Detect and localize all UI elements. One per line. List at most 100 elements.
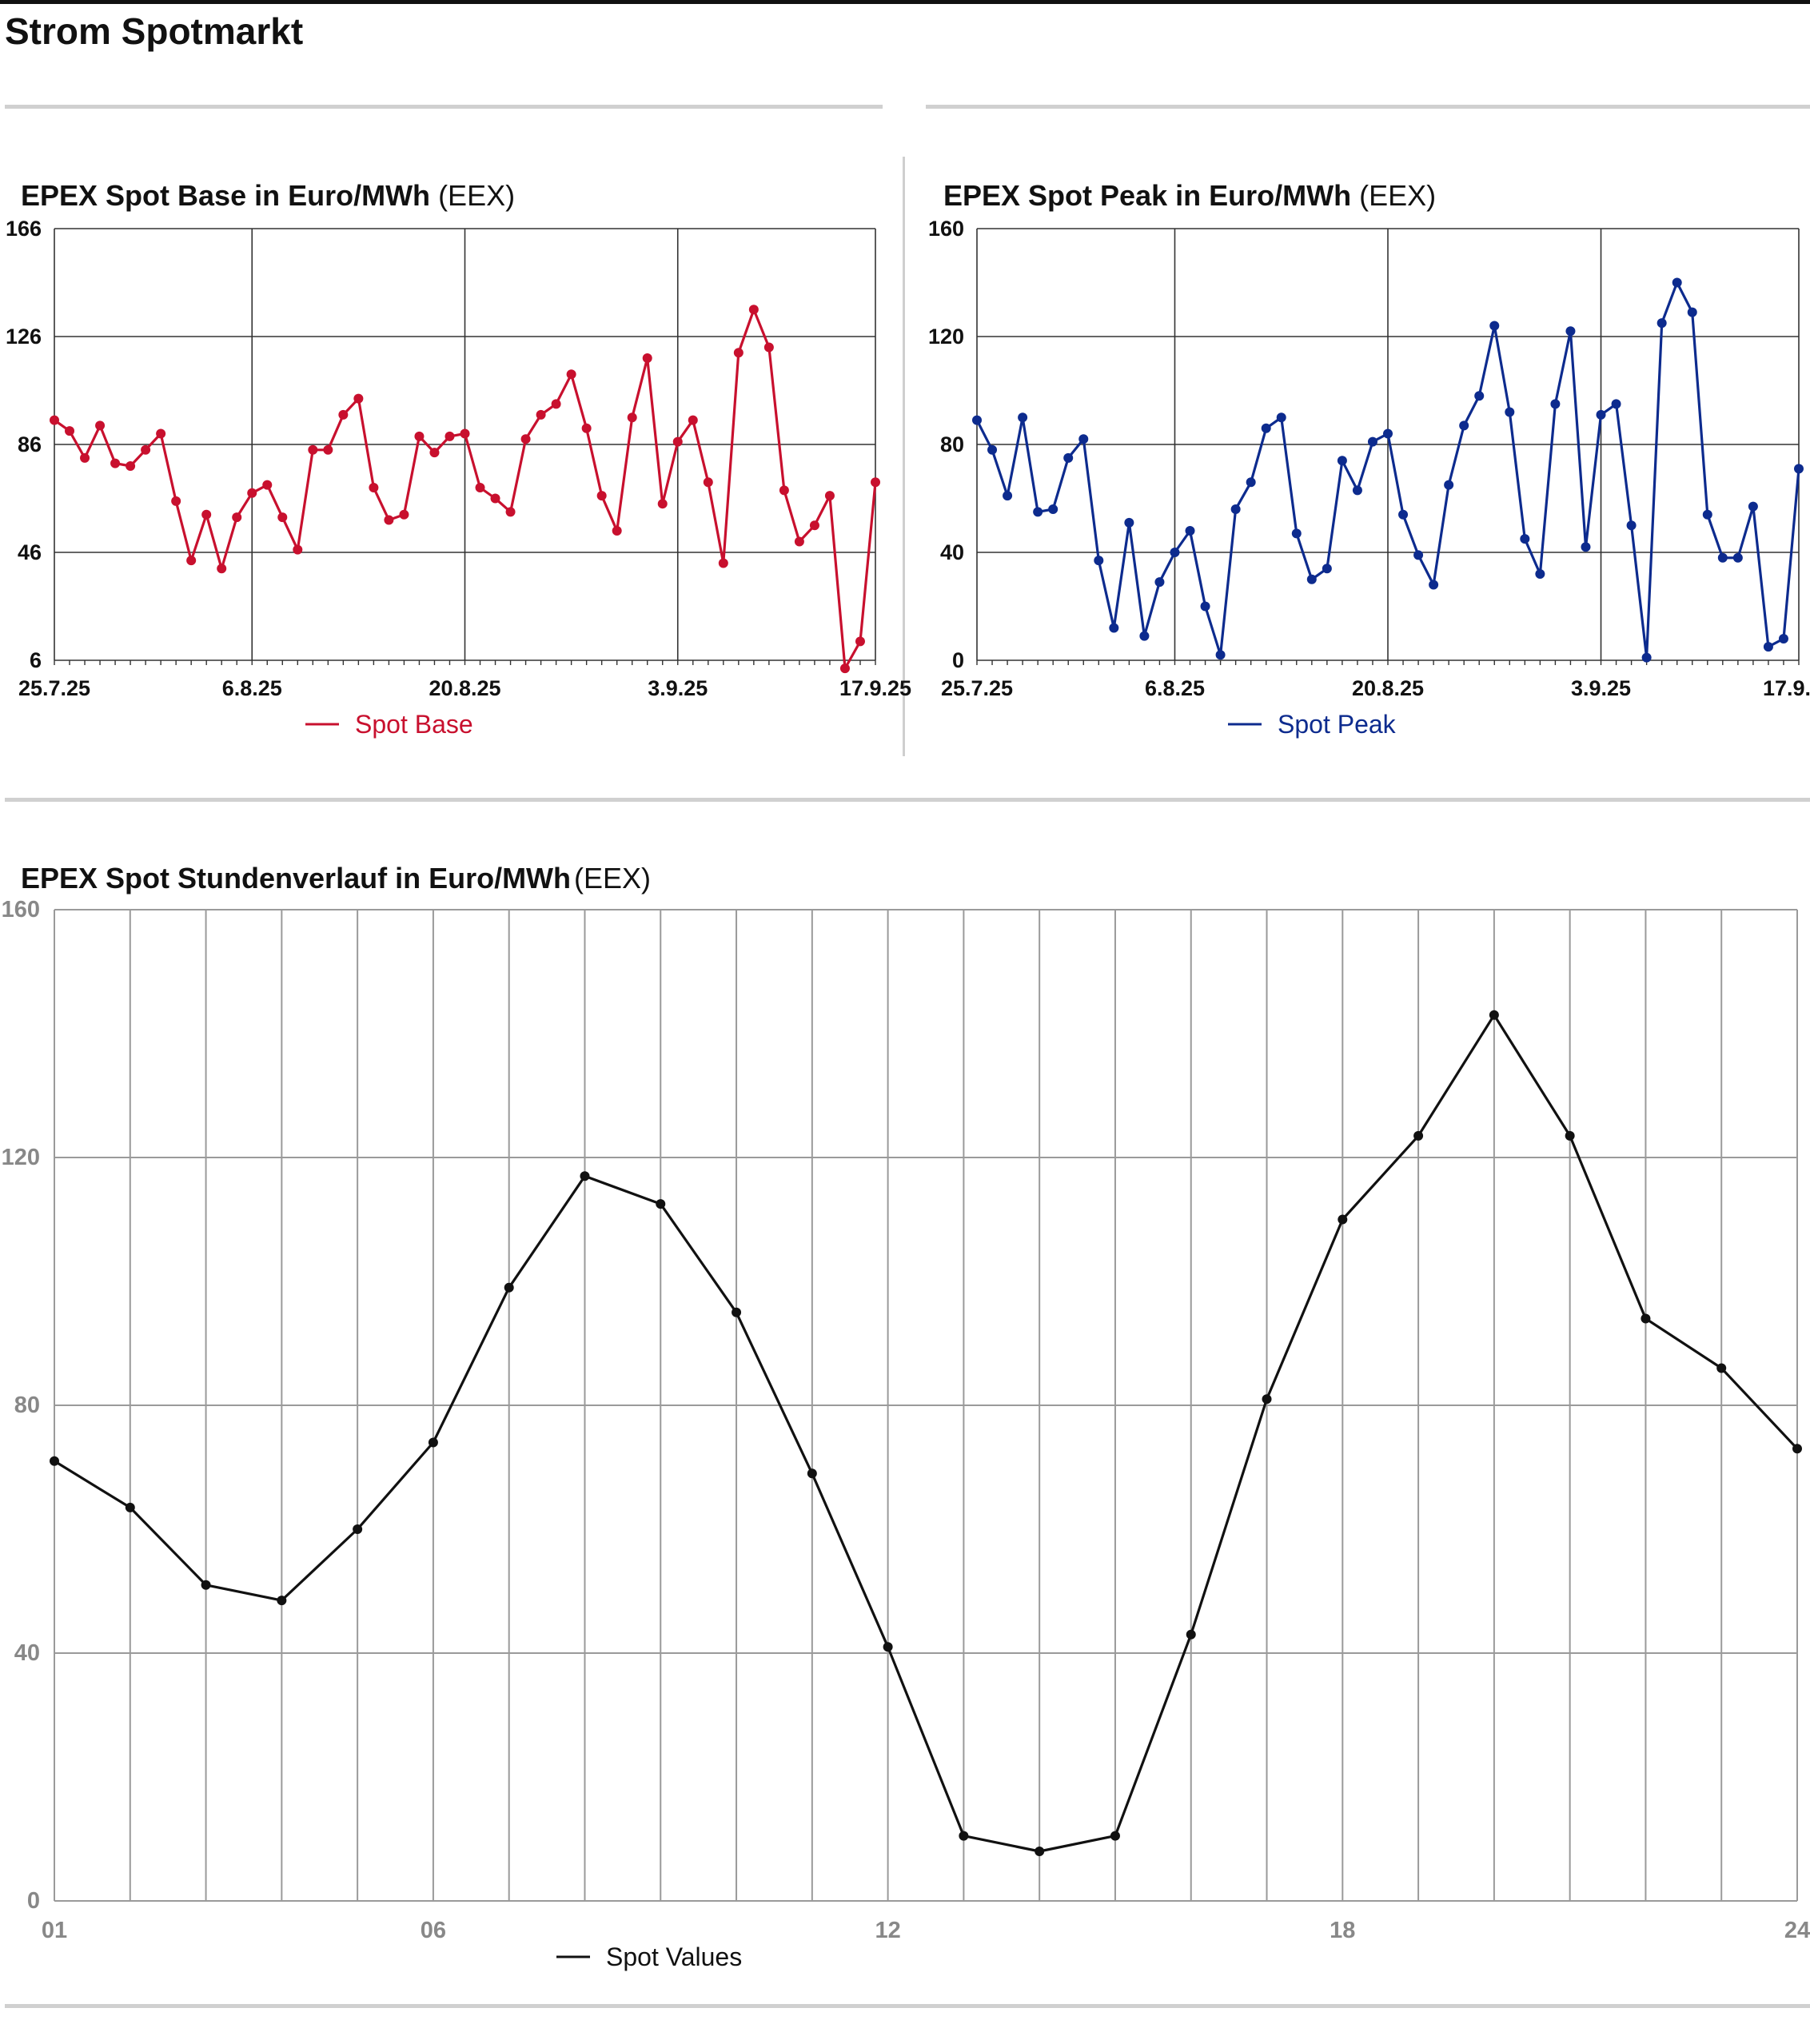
- data-point-peak: [1459, 420, 1469, 431]
- data-point-peak: [1383, 428, 1393, 439]
- data-point-base: [688, 415, 698, 425]
- y-tick-label: 40: [14, 1640, 40, 1666]
- data-point-base: [186, 556, 197, 566]
- y-tick-label: 166: [6, 217, 42, 241]
- x-tick-label: 17.9.25: [839, 676, 911, 700]
- data-point-peak: [1413, 550, 1424, 560]
- data-point-peak: [1565, 326, 1576, 337]
- data-point-base: [217, 564, 227, 574]
- data-point-peak: [1276, 412, 1286, 423]
- data-point-peak: [1230, 504, 1241, 514]
- y-tick-label: 160: [928, 217, 964, 241]
- x-tick-label: 06: [421, 1918, 446, 1943]
- data-point-base: [338, 409, 349, 420]
- data-point-base: [201, 509, 212, 520]
- chart-separator: [903, 157, 905, 756]
- data-point-peak: [1596, 409, 1606, 420]
- data-point-base: [50, 415, 59, 425]
- data-point-base: [95, 420, 106, 431]
- data-point-peak: [1246, 477, 1256, 488]
- data-point-base: [520, 434, 531, 444]
- y-tick-label: 6: [30, 648, 42, 672]
- x-tick-label: 24: [1784, 1918, 1810, 1943]
- data-point-base: [566, 369, 576, 380]
- data-point-peak: [1322, 564, 1332, 574]
- data-point-hourly: [1186, 1629, 1196, 1640]
- data-point-hourly: [1110, 1831, 1120, 1841]
- x-tick-label: 18: [1330, 1918, 1355, 1943]
- x-tick-label: 25.7.25: [18, 676, 90, 700]
- data-point-base: [323, 444, 333, 455]
- x-tick-label: 17.9.25: [1763, 676, 1810, 700]
- data-point-base: [65, 426, 75, 436]
- data-point-hourly: [1489, 1010, 1499, 1020]
- data-point-base: [80, 452, 90, 463]
- data-point-peak: [1672, 277, 1682, 288]
- data-point-peak: [1611, 399, 1621, 409]
- data-point-base: [871, 477, 880, 488]
- series-line-hourly: [54, 1014, 1799, 1853]
- data-point-base: [308, 444, 318, 455]
- data-point-hourly: [1792, 1444, 1802, 1454]
- y-tick-label: 86: [18, 432, 42, 456]
- data-point-base: [703, 477, 713, 488]
- y-tick-label: 0: [952, 648, 964, 672]
- data-point-peak: [1535, 569, 1545, 579]
- data-point-peak: [1429, 580, 1439, 590]
- data-point-peak: [1306, 574, 1317, 584]
- data-point-peak: [1261, 423, 1271, 433]
- data-point-peak: [1794, 464, 1804, 474]
- data-point-base: [718, 558, 728, 568]
- data-point-peak: [1124, 517, 1134, 528]
- data-point-base: [779, 485, 789, 496]
- data-point-hourly: [1565, 1130, 1575, 1141]
- y-tick-label: 120: [2, 1145, 40, 1170]
- data-point-peak: [1139, 631, 1150, 641]
- data-point-peak: [1778, 634, 1788, 643]
- y-tick-label: 0: [27, 1888, 40, 1914]
- chart-title-base: EPEX Spot Base in Euro/MWh (EEX): [21, 179, 516, 212]
- data-point-base: [763, 342, 774, 353]
- data-point-peak: [1550, 399, 1561, 409]
- data-point-peak: [1048, 504, 1058, 514]
- data-point-base: [733, 348, 744, 358]
- data-point-peak: [972, 415, 982, 425]
- legend-label-peak: Spot Peak: [1278, 710, 1397, 739]
- data-point-hourly: [1716, 1363, 1727, 1373]
- x-tick-label: 20.8.25: [429, 676, 500, 700]
- data-point-base: [232, 512, 242, 523]
- data-point-hourly: [807, 1468, 817, 1479]
- data-point-base: [748, 305, 759, 315]
- data-point-base: [156, 428, 166, 439]
- data-point-peak: [1489, 321, 1500, 331]
- data-point-peak: [1215, 650, 1226, 660]
- data-point-hourly: [1641, 1313, 1651, 1324]
- data-point-peak: [1185, 526, 1195, 536]
- legend-label-base: Spot Base: [355, 710, 473, 739]
- data-point-peak: [987, 444, 998, 455]
- data-point-base: [505, 507, 516, 517]
- data-point-base: [353, 393, 364, 404]
- chart-title-hourly: EPEX Spot Stundenverlauf in Euro/MWh (EEX…: [21, 862, 652, 894]
- data-point-base: [247, 488, 257, 498]
- data-point-base: [369, 483, 379, 492]
- data-point-hourly: [353, 1524, 363, 1534]
- data-point-peak: [1094, 556, 1104, 566]
- x-tick-label: 12: [875, 1918, 900, 1943]
- x-tick-label: 20.8.25: [1352, 676, 1424, 700]
- data-point-peak: [1109, 623, 1119, 633]
- data-point-peak: [1732, 552, 1743, 563]
- data-point-hourly: [580, 1171, 590, 1181]
- data-point-base: [794, 536, 804, 547]
- data-point-base: [460, 428, 470, 439]
- data-point-base: [581, 423, 592, 433]
- data-point-hourly: [201, 1580, 211, 1590]
- data-point-peak: [1748, 501, 1758, 512]
- data-point-base: [855, 636, 865, 647]
- data-point-base: [490, 493, 500, 504]
- chart-title-peak: EPEX Spot Peak in Euro/MWh (EEX): [943, 179, 1437, 212]
- data-point-base: [384, 515, 394, 525]
- y-tick-label: 46: [18, 540, 42, 564]
- data-point-base: [141, 444, 151, 455]
